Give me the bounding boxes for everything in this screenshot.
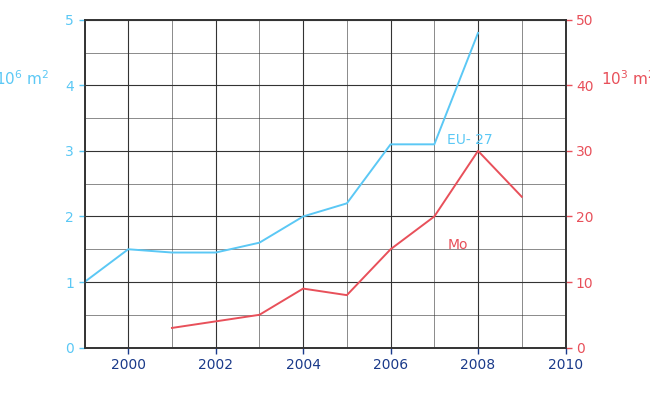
Text: $10^6\ \mathrm{m}^2$: $10^6\ \mathrm{m}^2$ (0, 70, 49, 88)
Text: EU- 27: EU- 27 (447, 134, 493, 147)
Text: $10^3\ \mathrm{m}^2$: $10^3\ \mathrm{m}^2$ (601, 70, 650, 88)
Text: Mo: Mo (447, 238, 468, 252)
